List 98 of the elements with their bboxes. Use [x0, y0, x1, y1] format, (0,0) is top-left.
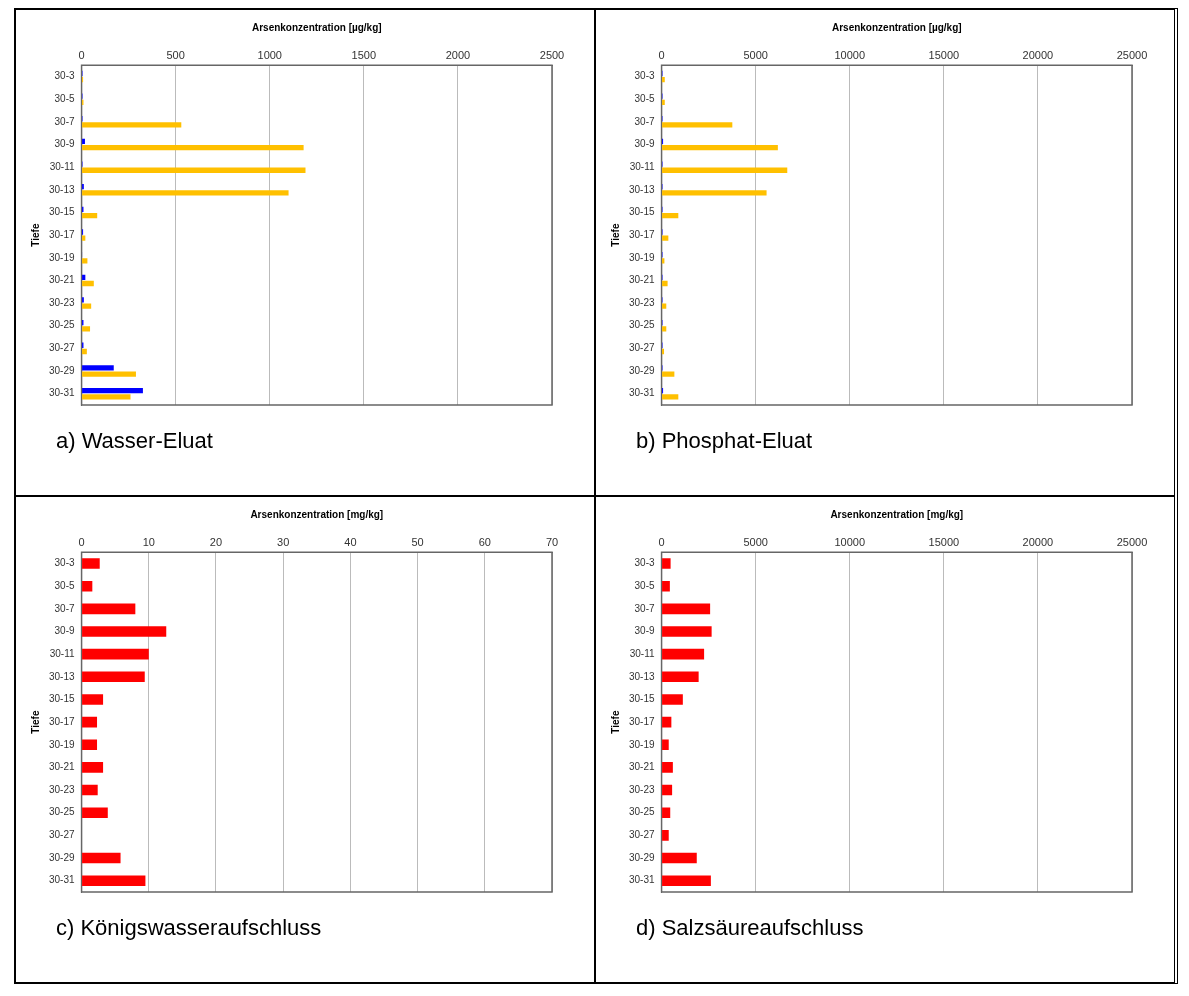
y-tick-label: 30-7 — [54, 115, 76, 127]
y-tick-label: 30-29 — [49, 851, 76, 863]
y-tick-label: 30-27 — [629, 829, 656, 841]
y-tick-label: 30-31 — [49, 387, 76, 399]
y-tick-label: 30-23 — [49, 783, 76, 795]
y-tick-label: 30-17 — [629, 715, 656, 727]
y-tick-label: 30-15 — [629, 206, 656, 218]
x-tick-label: 20 — [209, 535, 223, 548]
y-tick-label: 30-5 — [54, 92, 76, 104]
y-tick-label: 30-15 — [49, 693, 76, 705]
y-tick-label: 30-7 — [634, 602, 656, 614]
y-tick-label: 30-25 — [49, 806, 76, 818]
y-tick-label: 30-5 — [634, 579, 656, 591]
y-axis-title: Tiefe — [609, 223, 621, 247]
y-tick-label: 30-19 — [629, 738, 656, 750]
x-tick-label: 10000 — [834, 535, 866, 548]
y-tick-label: 30-13 — [49, 183, 76, 195]
x-axis-title: Arsenkonzentration [µg/kg] — [251, 21, 382, 33]
y-tick-label: 30-23 — [629, 296, 656, 308]
text: d) Salzsäureaufschluss — [636, 915, 864, 941]
y-tick-label: 30-15 — [629, 693, 656, 705]
y-tick-label: 30-7 — [634, 115, 656, 127]
x-tick-label: 25000 — [1116, 48, 1148, 61]
y-tick-label: 30-11 — [49, 160, 75, 172]
x-tick-label: 10 — [142, 535, 155, 548]
y-tick-label: 30-17 — [49, 228, 76, 240]
x-tick-label: 15000 — [928, 48, 960, 61]
y-tick-label: 30-9 — [634, 138, 656, 150]
y-tick-label: 30-7 — [54, 602, 76, 614]
x-tick-label: 500 — [166, 48, 185, 61]
x-tick-label: 0 — [658, 48, 665, 61]
x-tick-label: 10000 — [834, 48, 866, 61]
x-tick-label: 0 — [78, 48, 85, 61]
y-tick-label: 30-29 — [49, 364, 76, 376]
y-tick-label: 30-5 — [54, 579, 76, 591]
text: c) Königswasseraufschluss — [56, 915, 322, 941]
y-tick-label: 30-3 — [54, 557, 76, 569]
y-tick-label: 30-15 — [49, 206, 76, 218]
x-tick-label: 2500 — [539, 48, 565, 61]
y-tick-label: 30-3 — [54, 70, 76, 82]
y-tick-label: 30-11 — [49, 647, 75, 659]
y-axis-title: Tiefe — [29, 710, 41, 734]
y-tick-label: 30-27 — [629, 342, 656, 354]
x-tick-label: 20000 — [1022, 48, 1054, 61]
x-tick-label: 15000 — [928, 535, 960, 548]
y-tick-label: 30-21 — [629, 761, 656, 773]
y-tick-label: 30-21 — [49, 274, 76, 286]
y-tick-label: 30-9 — [54, 625, 76, 637]
x-axis-title: Arsenkonzentration [mg/kg] — [250, 508, 384, 520]
x-tick-label: 70 — [545, 535, 559, 548]
y-tick-label: 30-31 — [629, 874, 656, 886]
y-tick-label: 30-19 — [49, 738, 76, 750]
x-tick-label: 5000 — [743, 535, 768, 548]
y-tick-label: 30-13 — [629, 183, 656, 195]
y-tick-label: 30-23 — [629, 783, 656, 795]
x-tick-label: 2000 — [445, 48, 471, 61]
y-tick-label: 30-19 — [629, 251, 656, 263]
x-tick-label: 40 — [344, 535, 357, 548]
y-tick-label: 30-25 — [49, 319, 76, 331]
y-tick-label: 30-23 — [49, 296, 76, 308]
y-tick-label: 30-9 — [634, 625, 656, 637]
text: a) Wasser-Eluat — [56, 428, 213, 454]
x-tick-label: 20000 — [1022, 535, 1054, 548]
y-tick-label: 30-3 — [634, 70, 656, 82]
y-axis-title: Tiefe — [29, 223, 41, 247]
x-axis-title: Arsenkonzentration [mg/kg] — [830, 508, 964, 520]
y-tick-label: 30-27 — [49, 829, 76, 841]
y-tick-label: 30-5 — [634, 92, 656, 104]
y-tick-label: 30-19 — [49, 251, 76, 263]
y-tick-label: 30-17 — [49, 715, 76, 727]
y-tick-label: 30-17 — [629, 228, 656, 240]
y-tick-label: 30-11 — [629, 647, 655, 659]
y-tick-label: 30-9 — [54, 138, 76, 150]
y-tick-label: 30-11 — [629, 160, 655, 172]
x-tick-label: 50 — [411, 535, 424, 548]
y-tick-label: 30-13 — [629, 670, 656, 682]
x-tick-label: 1000 — [257, 48, 282, 61]
x-tick-label: 30 — [277, 535, 290, 548]
y-tick-label: 30-3 — [634, 557, 656, 569]
y-tick-label: 30-21 — [49, 761, 76, 773]
x-tick-label: 0 — [78, 535, 85, 548]
y-tick-label: 30-27 — [49, 342, 76, 354]
y-tick-label: 30-29 — [629, 364, 656, 376]
y-tick-label: 30-31 — [49, 874, 76, 886]
y-tick-label: 30-21 — [629, 274, 656, 286]
x-tick-label: 1500 — [351, 48, 377, 61]
x-tick-label: 60 — [478, 535, 491, 548]
y-tick-label: 30-13 — [49, 670, 76, 682]
x-tick-label: 0 — [658, 535, 665, 548]
y-tick-label: 30-29 — [629, 851, 656, 863]
y-tick-label: 30-31 — [629, 387, 656, 399]
y-axis-title: Tiefe — [609, 710, 621, 734]
y-tick-label: 30-25 — [629, 806, 656, 818]
text: b) Phosphat-Eluat — [636, 428, 813, 454]
x-tick-label: 5000 — [743, 48, 768, 61]
x-axis-title: Arsenkonzentration [µg/kg] — [831, 21, 962, 33]
x-tick-label: 25000 — [1116, 535, 1148, 548]
y-tick-label: 30-25 — [629, 319, 656, 331]
